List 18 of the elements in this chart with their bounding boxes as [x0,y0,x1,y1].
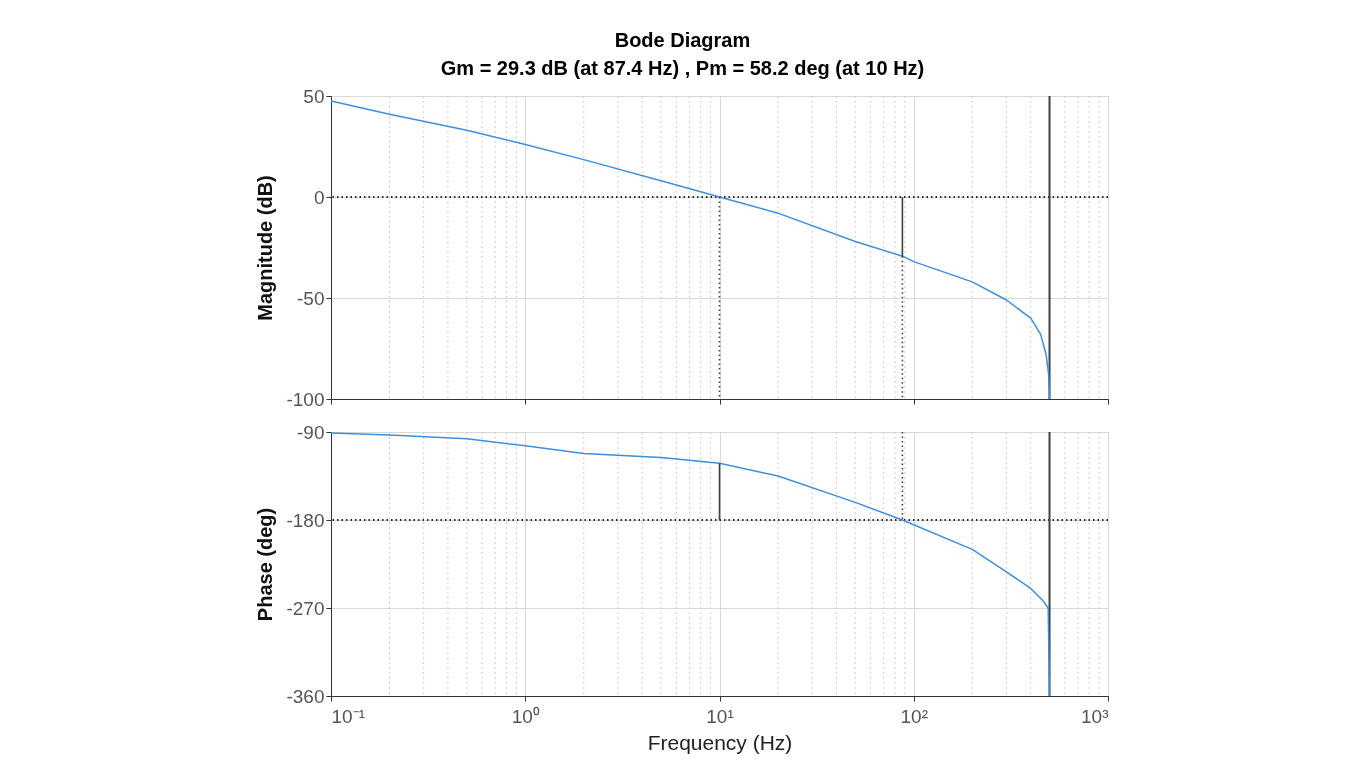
y-tick-label: 0 [313,186,325,208]
x-tick-label: 10³ [1081,705,1109,727]
x-axis-title: Frequency (Hz) [647,730,793,754]
y-axis-title: Magnitude (dB) [254,175,277,321]
y-tick-label: -90 [297,421,325,443]
chart-subtitle: Gm = 29.3 dB (at 87.4 Hz) , Pm = 58.2 deg (at 10 Hz) [440,56,925,79]
y-tick-label: -270 [286,597,325,619]
y-tick-label: -180 [286,509,325,531]
y-tick-label: 50 [303,85,325,107]
y-axis-title: Phase (deg) [254,507,277,622]
x-tick-label: 10¹ [706,705,734,727]
chart-title: Bode Diagram [614,28,751,51]
x-tick-label: 10² [900,705,928,727]
x-tick-label: 10⁰ [511,705,540,727]
y-tick-label: -100 [286,388,325,410]
y-tick-label: -50 [297,287,325,309]
x-tick-label: 10⁻¹ [331,705,365,727]
y-tick-label: -360 [286,685,325,707]
